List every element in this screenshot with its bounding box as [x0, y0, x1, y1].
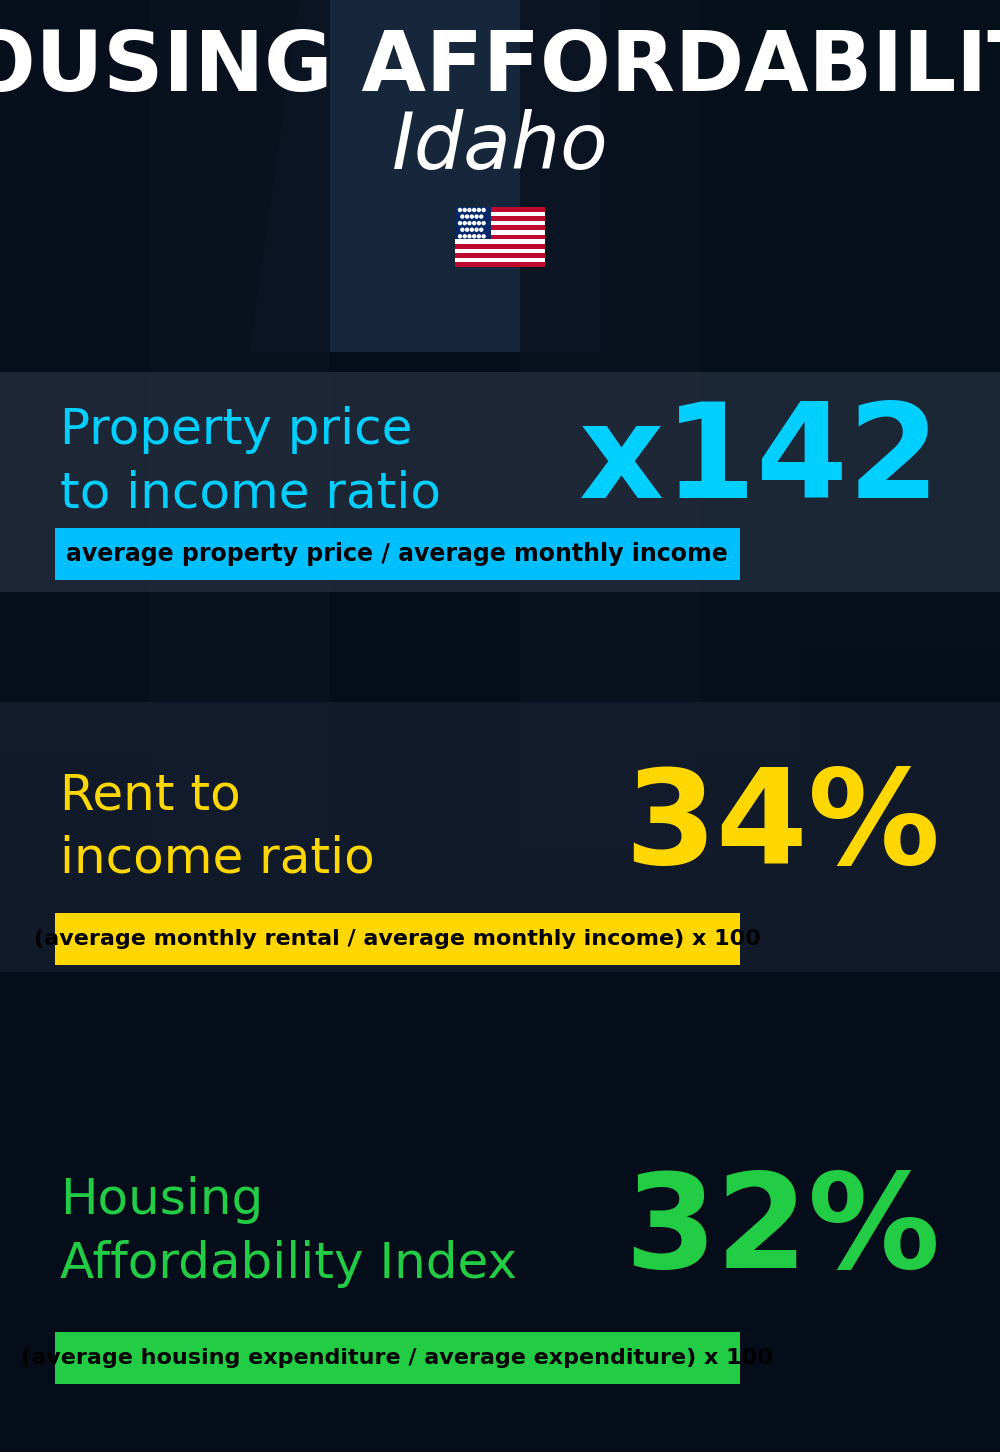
Bar: [700, 0, 1000, 652]
Circle shape: [477, 222, 480, 225]
Circle shape: [463, 222, 466, 225]
Text: Property price
to income ratio: Property price to income ratio: [60, 407, 441, 517]
Circle shape: [480, 215, 483, 218]
Bar: [455, 258, 545, 263]
Bar: [0, 1112, 1000, 1392]
Circle shape: [461, 215, 464, 218]
Bar: [150, 0, 330, 852]
Circle shape: [463, 209, 466, 212]
Bar: [455, 240, 545, 244]
Bar: [455, 235, 545, 240]
Bar: [455, 225, 545, 229]
Circle shape: [466, 215, 469, 218]
Circle shape: [468, 222, 471, 225]
Text: Rent to
income ratio: Rent to income ratio: [60, 771, 375, 883]
Bar: [455, 263, 545, 267]
Text: x142: x142: [579, 398, 940, 526]
Circle shape: [473, 222, 476, 225]
Bar: [0, 372, 1000, 592]
Circle shape: [461, 228, 464, 231]
Bar: [600, 0, 800, 752]
Circle shape: [475, 228, 478, 231]
Bar: [455, 221, 545, 225]
Bar: [455, 216, 545, 221]
Text: Idaho: Idaho: [392, 109, 608, 184]
Bar: [455, 229, 545, 235]
Bar: [455, 248, 545, 253]
Circle shape: [463, 235, 466, 238]
Text: 32%: 32%: [624, 1169, 940, 1295]
Polygon shape: [250, 0, 750, 351]
Bar: [455, 208, 491, 240]
Circle shape: [470, 228, 473, 231]
Circle shape: [482, 222, 485, 225]
Circle shape: [482, 235, 485, 238]
Text: Housing
Affordability Index: Housing Affordability Index: [60, 1176, 517, 1288]
Circle shape: [458, 209, 462, 212]
Bar: [520, 0, 700, 852]
Bar: [455, 244, 545, 248]
Circle shape: [470, 215, 473, 218]
Bar: [55, 913, 740, 966]
Bar: [55, 529, 740, 579]
Circle shape: [480, 228, 483, 231]
Circle shape: [466, 228, 469, 231]
Text: 34%: 34%: [624, 764, 940, 890]
Bar: [0, 0, 200, 752]
Text: average property price / average monthly income: average property price / average monthly…: [66, 542, 728, 566]
Circle shape: [473, 235, 476, 238]
Circle shape: [468, 209, 471, 212]
Circle shape: [458, 222, 462, 225]
Circle shape: [482, 209, 485, 212]
Text: HOUSING AFFORDABILITY: HOUSING AFFORDABILITY: [0, 26, 1000, 107]
Bar: [455, 212, 545, 216]
Text: (average housing expenditure / average expenditure) x 100: (average housing expenditure / average e…: [21, 1347, 773, 1368]
Circle shape: [468, 235, 471, 238]
Text: (average monthly rental / average monthly income) x 100: (average monthly rental / average monthl…: [34, 929, 760, 950]
Bar: [455, 208, 545, 212]
Circle shape: [477, 209, 480, 212]
Bar: [455, 253, 545, 258]
Circle shape: [477, 235, 480, 238]
Bar: [0, 701, 1000, 971]
Circle shape: [458, 235, 462, 238]
Bar: [55, 1331, 740, 1384]
Circle shape: [475, 215, 478, 218]
Circle shape: [473, 209, 476, 212]
